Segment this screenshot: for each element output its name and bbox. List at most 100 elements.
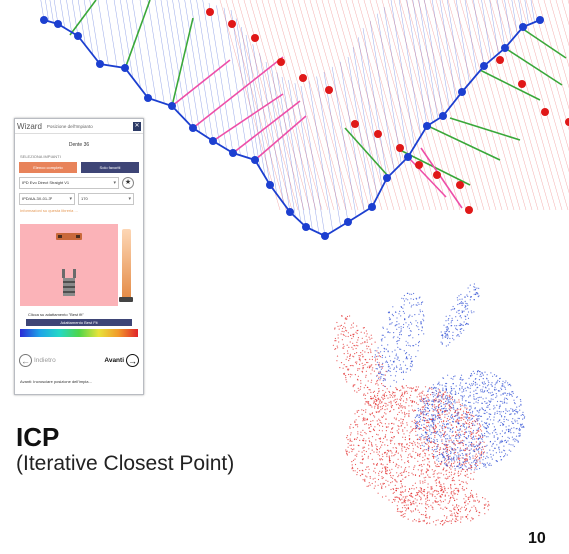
cloud-point	[437, 401, 439, 403]
cloud-point	[437, 503, 439, 506]
star-icon[interactable]: ★	[122, 177, 134, 189]
hatch-line	[113, 0, 126, 69]
cloud-point	[458, 437, 460, 439]
cloud-point	[451, 435, 453, 437]
cloud-point	[460, 518, 462, 520]
cloud-point	[514, 403, 516, 405]
implant-model-select[interactable]: IPD Evo Direct Straight V1	[19, 177, 119, 189]
cloud-point	[390, 323, 392, 325]
model-point	[74, 32, 82, 40]
library-info-link[interactable]: Informazioni su questa libreria ...	[20, 208, 78, 213]
cloud-point	[372, 463, 375, 465]
cloud-point	[371, 449, 373, 451]
cloud-point	[377, 434, 379, 436]
slider-thumb[interactable]	[119, 297, 133, 302]
cloud-point	[446, 444, 448, 447]
cloud-point	[431, 432, 433, 434]
cloud-point	[433, 441, 435, 443]
cloud-point	[387, 444, 389, 447]
back-button[interactable]: Indietro	[34, 356, 56, 364]
close-icon[interactable]: ✕	[133, 121, 141, 131]
cloud-point	[464, 413, 467, 415]
cloud-point	[430, 424, 432, 426]
hatch-line	[530, 0, 535, 23]
cloud-point	[452, 404, 454, 406]
cloud-point	[397, 496, 399, 499]
cloud-point	[381, 356, 383, 359]
next-arrow-icon[interactable]: →	[126, 353, 139, 367]
cloud-point	[464, 470, 467, 473]
cloud-point	[448, 330, 450, 333]
cloud-point	[379, 400, 381, 402]
cloud-point	[425, 413, 428, 415]
cloud-point	[474, 438, 476, 440]
cloud-point	[430, 504, 432, 506]
cloud-point	[393, 491, 395, 493]
hatch-line	[513, 0, 569, 194]
cloud-point	[375, 439, 377, 441]
cloud-point	[456, 413, 458, 415]
cloud-point	[479, 410, 481, 412]
cloud-point	[420, 437, 422, 439]
tab-favorites[interactable]: Solo favoriti	[81, 162, 139, 173]
depth-slider[interactable]	[122, 229, 131, 299]
cloud-point	[459, 429, 461, 431]
cloud-point	[471, 496, 473, 498]
cloud-point	[490, 464, 492, 466]
cloud-point	[409, 369, 412, 371]
cloud-point	[473, 500, 475, 502]
cloud-point	[469, 417, 471, 419]
cloud-point	[447, 444, 449, 446]
cloud-point	[421, 301, 423, 304]
cloud-point	[444, 385, 446, 387]
back-arrow-icon[interactable]: ←	[19, 353, 32, 367]
cloud-point	[458, 416, 460, 418]
cloud-point	[373, 401, 375, 403]
cloud-point	[401, 486, 403, 488]
cloud-point	[377, 384, 379, 386]
next-button[interactable]: Avanti	[104, 356, 124, 364]
cloud-point	[480, 455, 482, 457]
cloud-point	[465, 390, 467, 392]
cloud-point	[386, 455, 388, 458]
implant-size-select[interactable]: 170	[78, 193, 134, 205]
cloud-point	[418, 443, 420, 445]
cloud-point	[369, 441, 371, 443]
cloud-point	[377, 406, 379, 408]
cloud-point	[402, 395, 404, 397]
cloud-point	[431, 388, 433, 390]
cloud-point	[492, 398, 494, 400]
implant-code-select[interactable]: IPD/AA-3X-01-3º	[19, 193, 75, 205]
cloud-point	[457, 472, 459, 474]
cloud-point	[434, 480, 436, 482]
tab-complete-list[interactable]: Elenco completo	[19, 162, 77, 173]
cloud-point	[488, 400, 490, 402]
cloud-point	[475, 448, 477, 450]
cloud-point	[457, 413, 459, 415]
best-fit-button[interactable]: Adattamento Best Fit	[26, 319, 132, 326]
cloud-point	[417, 407, 419, 410]
cloud-point	[445, 473, 447, 475]
cloud-point	[468, 467, 470, 469]
cloud-point	[456, 407, 458, 410]
cloud-point	[421, 469, 423, 471]
cloud-point	[461, 379, 463, 381]
cloud-point	[360, 382, 362, 384]
cloud-point	[427, 410, 429, 413]
cloud-point	[370, 366, 372, 368]
cloud-point	[400, 480, 402, 482]
wizard-panel: Wizard Posizione dell'Impianto ✕ Dente 3…	[14, 118, 144, 395]
cloud-point	[359, 363, 361, 365]
cloud-point	[429, 522, 431, 524]
cloud-point	[451, 458, 453, 460]
cloud-point	[454, 415, 456, 417]
hatch-line	[267, 0, 329, 211]
cloud-point	[454, 506, 456, 508]
cloud-point	[489, 449, 491, 451]
cloud-point	[415, 494, 417, 496]
cloud-point	[368, 424, 370, 426]
cloud-point	[449, 430, 451, 432]
cloud-point	[484, 383, 486, 385]
cloud-point	[356, 424, 359, 426]
cloud-point	[401, 450, 403, 452]
